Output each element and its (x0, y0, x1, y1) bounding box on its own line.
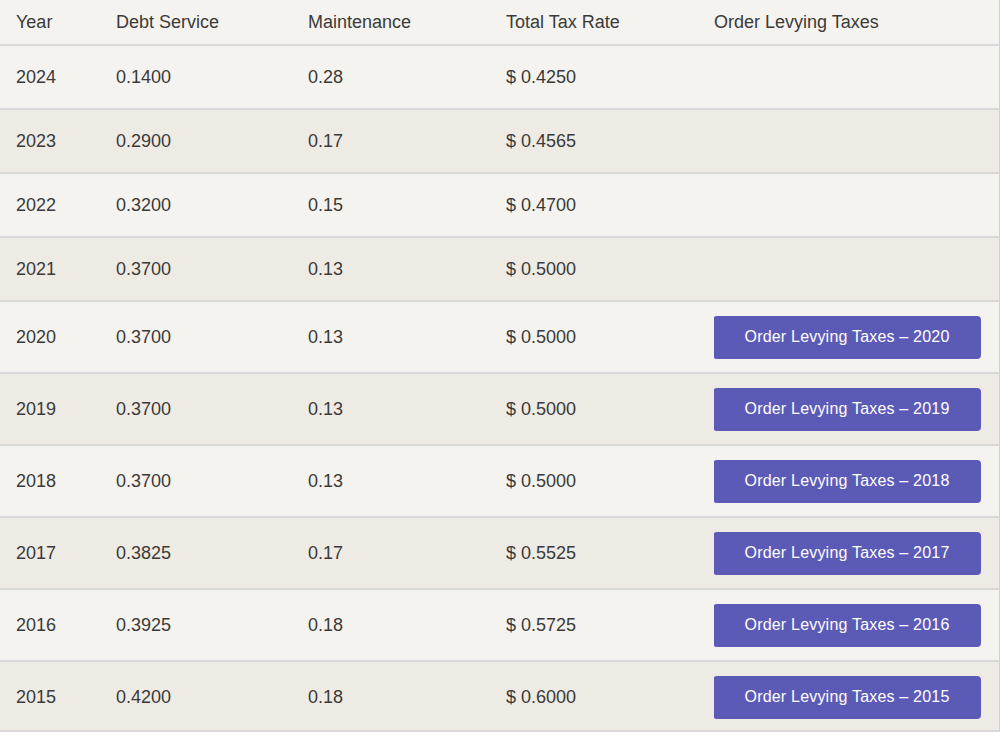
tax-rate-table: Year Debt Service Maintenance Total Tax … (0, 0, 1000, 732)
order-levying-taxes-cell: Order Levying Taxes – 2019 (714, 388, 999, 431)
table-row: 2018 0.3700 0.13 $ 0.5000 Order Levying … (0, 444, 999, 516)
table-row: 2021 0.3700 0.13 $ 0.5000 (0, 236, 999, 300)
total-tax-rate-cell: $ 0.5000 (506, 471, 714, 492)
total-tax-rate-cell: $ 0.6000 (506, 687, 714, 708)
table-header-row: Year Debt Service Maintenance Total Tax … (0, 0, 999, 44)
debt-service-cell: 0.3825 (116, 543, 308, 564)
total-tax-rate-cell: $ 0.5725 (506, 615, 714, 636)
table-row: 2016 0.3925 0.18 $ 0.5725 Order Levying … (0, 588, 999, 660)
maintenance-cell: 0.13 (308, 259, 506, 280)
order-levying-taxes-button[interactable]: Order Levying Taxes – 2017 (714, 532, 981, 575)
maintenance-cell: 0.17 (308, 131, 506, 152)
table-row: 2017 0.3825 0.17 $ 0.5525 Order Levying … (0, 516, 999, 588)
total-tax-rate-cell: $ 0.5000 (506, 259, 714, 280)
maintenance-cell: 0.13 (308, 327, 506, 348)
year-cell: 2019 (16, 399, 116, 420)
maintenance-cell: 0.18 (308, 687, 506, 708)
debt-service-cell: 0.3200 (116, 195, 308, 216)
year-cell: 2015 (16, 687, 116, 708)
order-levying-taxes-cell: Order Levying Taxes – 2017 (714, 532, 999, 575)
year-cell: 2020 (16, 327, 116, 348)
order-levying-taxes-cell: Order Levying Taxes – 2018 (714, 460, 999, 503)
debt-service-cell: 0.3925 (116, 615, 308, 636)
order-levying-taxes-cell: Order Levying Taxes – 2020 (714, 316, 999, 359)
debt-service-cell: 0.3700 (116, 399, 308, 420)
order-levying-taxes-cell: Order Levying Taxes – 2016 (714, 604, 999, 647)
table-row: 2020 0.3700 0.13 $ 0.5000 Order Levying … (0, 300, 999, 372)
year-cell: 2018 (16, 471, 116, 492)
header-cell-year: Year (16, 12, 116, 33)
maintenance-cell: 0.15 (308, 195, 506, 216)
order-levying-taxes-button[interactable]: Order Levying Taxes – 2019 (714, 388, 981, 431)
maintenance-cell: 0.28 (308, 67, 506, 88)
table-body: 2024 0.1400 0.28 $ 0.4250 2023 0.2900 0.… (0, 44, 999, 732)
header-cell-debt-service: Debt Service (116, 12, 308, 33)
table-row: 2024 0.1400 0.28 $ 0.4250 (0, 44, 999, 108)
order-levying-taxes-button[interactable]: Order Levying Taxes – 2015 (714, 676, 981, 719)
debt-service-cell: 0.4200 (116, 687, 308, 708)
debt-service-cell: 0.1400 (116, 67, 308, 88)
header-cell-total-tax-rate: Total Tax Rate (506, 12, 714, 33)
total-tax-rate-cell: $ 0.5525 (506, 543, 714, 564)
debt-service-cell: 0.3700 (116, 259, 308, 280)
order-levying-taxes-button[interactable]: Order Levying Taxes – 2020 (714, 316, 981, 359)
total-tax-rate-cell: $ 0.4250 (506, 67, 714, 88)
table-row: 2022 0.3200 0.15 $ 0.4700 (0, 172, 999, 236)
year-cell: 2017 (16, 543, 116, 564)
total-tax-rate-cell: $ 0.4565 (506, 131, 714, 152)
table-row: 2019 0.3700 0.13 $ 0.5000 Order Levying … (0, 372, 999, 444)
maintenance-cell: 0.17 (308, 543, 506, 564)
maintenance-cell: 0.13 (308, 471, 506, 492)
order-levying-taxes-cell: Order Levying Taxes – 2015 (714, 676, 999, 719)
header-cell-maintenance: Maintenance (308, 12, 506, 33)
order-levying-taxes-button[interactable]: Order Levying Taxes – 2016 (714, 604, 981, 647)
total-tax-rate-cell: $ 0.5000 (506, 399, 714, 420)
year-cell: 2016 (16, 615, 116, 636)
total-tax-rate-cell: $ 0.5000 (506, 327, 714, 348)
year-cell: 2021 (16, 259, 116, 280)
debt-service-cell: 0.3700 (116, 471, 308, 492)
year-cell: 2022 (16, 195, 116, 216)
total-tax-rate-cell: $ 0.4700 (506, 195, 714, 216)
order-levying-taxes-button[interactable]: Order Levying Taxes – 2018 (714, 460, 981, 503)
table-row: 2023 0.2900 0.17 $ 0.4565 (0, 108, 999, 172)
maintenance-cell: 0.18 (308, 615, 506, 636)
table-row: 2015 0.4200 0.18 $ 0.6000 Order Levying … (0, 660, 999, 732)
header-cell-order-levying-taxes: Order Levying Taxes (714, 12, 999, 33)
debt-service-cell: 0.3700 (116, 327, 308, 348)
maintenance-cell: 0.13 (308, 399, 506, 420)
debt-service-cell: 0.2900 (116, 131, 308, 152)
year-cell: 2024 (16, 67, 116, 88)
year-cell: 2023 (16, 131, 116, 152)
